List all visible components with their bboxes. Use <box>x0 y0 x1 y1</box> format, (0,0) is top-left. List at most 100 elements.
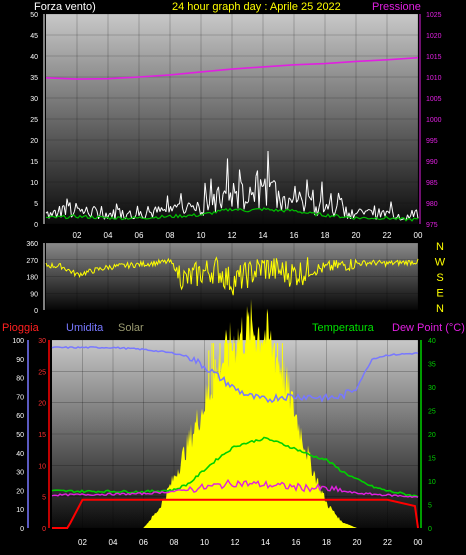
wind-trace <box>152 210 155 218</box>
wind-trace <box>186 202 189 208</box>
x-tick-label: 06 <box>139 538 148 547</box>
wind-trace <box>333 211 336 217</box>
rain-line <box>52 498 419 529</box>
wind-tick-label: 40 <box>30 54 38 61</box>
rain-tick-label: 0 <box>42 526 46 533</box>
wind-trace <box>296 199 299 203</box>
x-tick-label: 10 <box>200 538 209 547</box>
x-tick-label: 18 <box>322 538 331 547</box>
wind-trace <box>321 181 324 213</box>
wind-trace <box>185 206 188 213</box>
panel-wind-pressure <box>46 14 418 224</box>
x-tick-label: 20 <box>352 231 361 240</box>
wind-trace <box>51 211 54 217</box>
wind-trace <box>257 170 260 209</box>
wind-trace <box>278 190 281 202</box>
compass-label: S <box>436 272 443 284</box>
wind-trace <box>146 206 149 214</box>
panel3-axes: 0 10 20 30 40 50 60 70 80 90 100 0 5 10 15 20 25 30 0 5 10 15… <box>12 338 436 533</box>
x-tick-label: 08 <box>166 231 175 240</box>
wind-trace <box>126 212 129 215</box>
wind-trace <box>342 206 345 217</box>
compass-label: E <box>436 288 443 300</box>
x-tick-label: 16 <box>292 538 301 547</box>
wind-trace <box>312 189 315 216</box>
wind-trace <box>54 209 57 218</box>
wind-trace <box>95 207 98 212</box>
wind-trace <box>83 211 86 215</box>
wind-trace <box>188 202 191 205</box>
rain-tick-label: 20 <box>38 401 46 408</box>
wind-trace <box>413 211 416 218</box>
legend-temperatura: Temperatura <box>312 322 375 334</box>
wind-tick-label: 10 <box>30 180 38 187</box>
x-tick-label: 18 <box>321 231 330 240</box>
wind-trace <box>189 203 192 208</box>
wind-trace <box>243 201 246 210</box>
wind-trace <box>407 214 410 219</box>
x-tick-label: 00 <box>414 538 423 547</box>
x-tick-label: 14 <box>259 231 268 240</box>
temperature-tick-label: 15 <box>428 456 436 463</box>
wind-trace <box>144 213 147 219</box>
wind-trace <box>218 186 221 204</box>
pressure-axis-title: Pressione <box>372 1 421 13</box>
temperature-tick-label: 40 <box>428 338 436 345</box>
direction-tick-label: 270 <box>26 258 38 265</box>
humidity-tick-label: 100 <box>12 338 24 345</box>
panel2-series <box>45 256 419 296</box>
x-tick-label: 12 <box>228 231 237 240</box>
wind-trace <box>168 206 171 213</box>
wind-trace <box>198 206 201 215</box>
wind-trace <box>248 186 251 202</box>
dewpoint-line <box>51 478 419 499</box>
wind-trace <box>87 212 90 216</box>
wind-trace <box>122 210 125 219</box>
wind-trace <box>281 197 284 211</box>
wind-trace <box>357 208 360 212</box>
wind-trace <box>360 209 363 212</box>
wind-trace <box>215 190 218 212</box>
wind-trace <box>170 206 173 212</box>
pressure-tick-label: 990 <box>426 159 438 166</box>
wind-trace <box>101 206 104 217</box>
humidity-tick-label: 80 <box>16 376 24 383</box>
x-tick-label: 22 <box>383 538 392 547</box>
x-tick-label: 12 <box>231 538 240 547</box>
wind-trace <box>288 197 291 200</box>
humidity-tick-label: 70 <box>16 394 24 401</box>
wind-trace <box>335 205 338 212</box>
wind-trace <box>303 203 306 212</box>
wind-trace <box>297 191 300 200</box>
temperature-tick-label: 30 <box>428 385 436 392</box>
wind-trace <box>204 182 207 199</box>
wind-tick-label: 0 <box>34 222 38 229</box>
pressure-tick-label: 995 <box>426 138 438 145</box>
x-tick-label: 04 <box>104 231 113 240</box>
panel1-x-axis: 02 04 06 08 10 12 14 16 18 20 22 00 <box>73 231 423 240</box>
wind-tick-label: 30 <box>30 96 38 103</box>
wind-trace <box>308 195 311 199</box>
wind-trace <box>302 201 305 212</box>
x-tick-label: 00 <box>414 231 423 240</box>
wind-trace <box>93 205 96 209</box>
direction-tick-label: 180 <box>26 275 38 282</box>
wind-trace <box>267 150 270 188</box>
wind-trace <box>306 179 309 196</box>
x-tick-label: 14 <box>261 538 270 547</box>
wind-trace <box>266 150 269 206</box>
wind-trace <box>192 205 195 210</box>
wind-trace <box>351 209 354 219</box>
rain-tick-label: 15 <box>38 432 46 439</box>
wind-trace <box>416 209 419 219</box>
wind-trace <box>147 206 150 213</box>
wind-trace <box>176 203 179 208</box>
wind-trace <box>137 205 140 216</box>
wind-trace <box>356 211 359 214</box>
wind-trace <box>276 190 279 208</box>
temperature-tick-label: 0 <box>428 526 432 533</box>
wind-trace <box>158 206 161 212</box>
temperature-tick-label: 25 <box>428 409 436 416</box>
wind-trace <box>182 207 185 214</box>
wind-tick-label: 35 <box>30 75 38 82</box>
